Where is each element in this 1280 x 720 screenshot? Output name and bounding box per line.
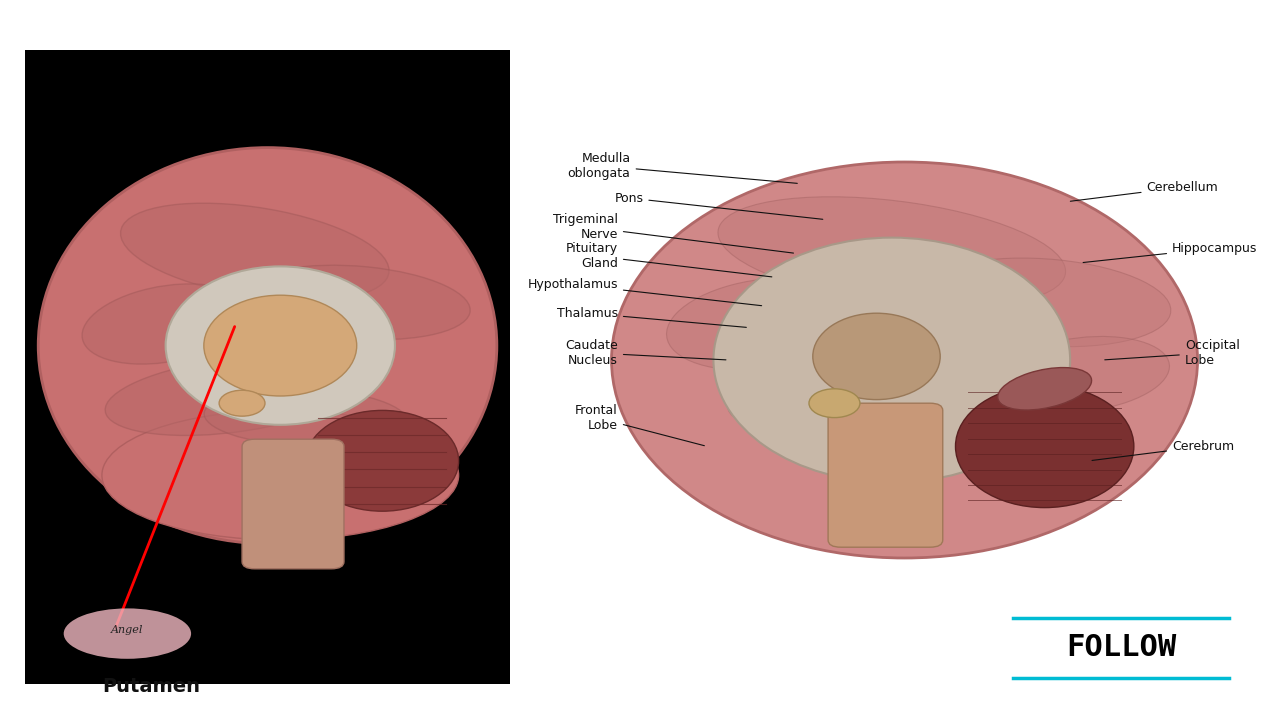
Ellipse shape [64,608,191,659]
Ellipse shape [120,203,389,301]
Circle shape [219,390,265,416]
Ellipse shape [718,197,1066,307]
Text: Cerebellum: Cerebellum [1070,181,1219,202]
Ellipse shape [955,385,1134,508]
Text: Angel: Angel [111,625,143,635]
Ellipse shape [813,313,941,400]
Text: Frontal
Lobe: Frontal Lobe [575,404,704,446]
Text: Hippocampus: Hippocampus [1083,242,1257,263]
FancyBboxPatch shape [242,439,344,569]
Text: Medulla
oblongata: Medulla oblongata [568,152,797,184]
Ellipse shape [204,295,357,396]
Text: Occipital
Lobe: Occipital Lobe [1105,339,1240,366]
Text: Hypothalamus: Hypothalamus [527,278,762,306]
Text: Cerebrum: Cerebrum [1092,440,1234,461]
FancyBboxPatch shape [26,50,509,684]
Text: Thalamus: Thalamus [557,307,746,328]
Ellipse shape [997,368,1092,410]
Text: Pituitary
Gland: Pituitary Gland [566,242,772,277]
Text: Pons: Pons [614,192,823,220]
FancyBboxPatch shape [828,403,943,547]
Ellipse shape [728,358,1005,434]
Ellipse shape [996,336,1170,413]
Ellipse shape [105,356,353,436]
Ellipse shape [102,410,458,540]
Ellipse shape [919,258,1171,347]
Text: FOLLOW: FOLLOW [1066,634,1176,662]
Ellipse shape [841,399,1070,465]
Text: Trigeminal
Nerve: Trigeminal Nerve [553,213,794,253]
Ellipse shape [204,389,407,446]
Ellipse shape [243,265,470,340]
Ellipse shape [306,410,458,511]
Ellipse shape [165,266,396,425]
Circle shape [809,389,860,418]
Ellipse shape [82,284,250,364]
Ellipse shape [612,162,1198,558]
Ellipse shape [667,278,863,370]
Text: Putamen: Putamen [102,677,200,696]
Ellipse shape [713,238,1070,482]
Text: Caudate
Nucleus: Caudate Nucleus [566,339,726,366]
Ellipse shape [38,148,497,544]
